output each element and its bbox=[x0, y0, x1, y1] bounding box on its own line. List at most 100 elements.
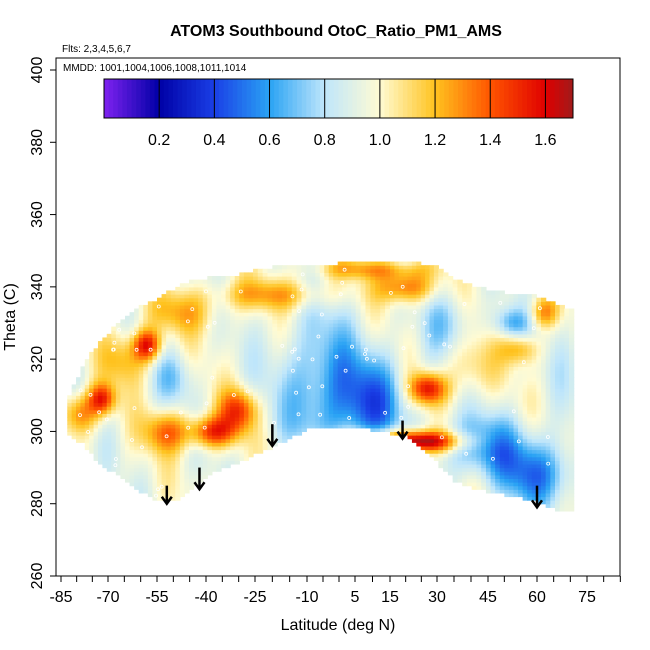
heatmap-cell bbox=[147, 326, 154, 331]
heatmap-cell bbox=[394, 261, 400, 266]
heatmap-cell bbox=[485, 330, 492, 335]
heatmap-cell bbox=[346, 279, 352, 284]
heatmap-cell bbox=[106, 460, 112, 465]
heatmap-cell bbox=[143, 362, 149, 367]
heatmap-cell bbox=[462, 348, 468, 353]
heatmap-cell bbox=[175, 485, 181, 490]
heatmap-cell bbox=[485, 326, 492, 331]
heatmap-cell bbox=[527, 355, 533, 360]
heatmap-cell bbox=[337, 326, 343, 331]
heatmap-cell bbox=[234, 366, 240, 371]
heatmap-cell bbox=[315, 355, 321, 360]
heatmap-cell bbox=[179, 438, 186, 443]
heatmap-cell bbox=[124, 337, 131, 342]
heatmap-cell bbox=[416, 380, 422, 386]
heatmap-cell bbox=[157, 489, 163, 494]
heatmap-cell bbox=[420, 391, 426, 396]
heatmap-cell bbox=[175, 420, 181, 425]
heatmap-cell bbox=[452, 348, 458, 353]
heatmap-cell bbox=[306, 395, 312, 400]
heatmap-cell bbox=[248, 286, 254, 292]
heatmap-cell bbox=[157, 478, 163, 483]
heatmap-cell bbox=[499, 330, 505, 335]
heatmap-cell bbox=[207, 359, 213, 364]
heatmap-cell bbox=[129, 395, 135, 400]
heatmap-cell bbox=[346, 297, 352, 302]
heatmap-cell bbox=[80, 431, 86, 436]
heatmap-cell bbox=[202, 355, 208, 360]
heatmap-cell bbox=[170, 348, 176, 353]
heatmap-cell bbox=[462, 337, 468, 342]
heatmap-cell bbox=[452, 312, 458, 317]
heatmap-cell bbox=[452, 420, 458, 425]
heatmap-cell bbox=[433, 409, 439, 414]
heatmap-cell bbox=[147, 369, 154, 375]
heatmap-cell bbox=[411, 261, 417, 266]
heatmap-cell bbox=[370, 312, 376, 317]
heatmap-cell bbox=[490, 391, 496, 396]
heatmap-cell bbox=[476, 453, 482, 458]
heatmap-cell bbox=[89, 359, 95, 364]
heatmap-cell bbox=[179, 312, 186, 317]
heatmap-cell bbox=[134, 398, 140, 404]
heatmap-cell bbox=[253, 416, 259, 422]
heatmap-cell bbox=[282, 265, 288, 270]
heatmap-cell bbox=[420, 315, 426, 320]
heatmap-cell bbox=[207, 453, 213, 458]
heatmap-cell bbox=[513, 355, 519, 360]
heatmap-cell bbox=[429, 442, 435, 447]
heatmap-cell bbox=[319, 272, 325, 277]
heatmap-cell bbox=[333, 369, 339, 375]
heatmap-cell bbox=[184, 290, 190, 295]
heatmap-cell bbox=[355, 341, 362, 346]
heatmap-cell bbox=[333, 308, 339, 313]
heatmap-cell bbox=[84, 420, 90, 425]
heatmap-cell bbox=[390, 308, 395, 313]
heatmap-cell bbox=[346, 348, 352, 353]
heatmap-cell bbox=[189, 438, 195, 443]
heatmap-cell bbox=[508, 449, 515, 454]
heatmap-cell bbox=[351, 333, 357, 339]
heatmap-cell bbox=[513, 301, 519, 306]
heatmap-cell bbox=[291, 351, 298, 357]
heatmap-cell bbox=[490, 445, 496, 451]
heatmap-cell bbox=[385, 294, 391, 299]
heatmap-cell bbox=[193, 294, 199, 299]
heatmap-cell bbox=[508, 456, 515, 461]
heatmap-cell bbox=[291, 323, 298, 328]
heatmap-cell bbox=[355, 261, 362, 266]
heatmap-cell bbox=[452, 351, 458, 357]
heatmap-cell bbox=[239, 377, 245, 382]
heatmap-cell bbox=[310, 359, 316, 364]
heatmap-cell bbox=[291, 333, 298, 339]
heatmap-cell bbox=[394, 377, 400, 382]
heatmap-cell bbox=[495, 449, 501, 454]
heatmap-cell bbox=[306, 398, 312, 404]
heatmap-cell bbox=[152, 406, 158, 411]
heatmap-cell bbox=[403, 373, 409, 378]
heatmap-cell bbox=[355, 409, 362, 414]
heatmap-cell bbox=[490, 312, 496, 317]
heatmap-cell bbox=[115, 388, 122, 393]
heatmap-cell bbox=[71, 424, 77, 429]
heatmap-cell bbox=[443, 344, 449, 349]
heatmap-cell bbox=[452, 398, 458, 404]
heatmap-cell bbox=[457, 330, 463, 335]
heatmap-cell bbox=[447, 398, 454, 404]
heatmap-cell bbox=[115, 359, 122, 364]
heatmap-cell bbox=[452, 424, 458, 429]
heatmap-cell bbox=[394, 276, 400, 281]
heatmap-cell bbox=[234, 384, 240, 389]
heatmap-cell bbox=[443, 388, 449, 393]
heatmap-cell bbox=[296, 391, 303, 396]
heatmap-cell bbox=[89, 402, 95, 407]
heatmap-cell bbox=[189, 485, 195, 490]
heatmap-cell bbox=[518, 471, 524, 476]
heatmap-cell bbox=[253, 406, 259, 411]
heatmap-cell bbox=[355, 413, 362, 418]
heatmap-cell bbox=[211, 326, 218, 331]
heatmap-cell bbox=[184, 369, 190, 375]
heatmap-cell bbox=[370, 301, 376, 306]
heatmap-cell bbox=[425, 286, 431, 292]
heatmap-cell bbox=[481, 395, 487, 400]
